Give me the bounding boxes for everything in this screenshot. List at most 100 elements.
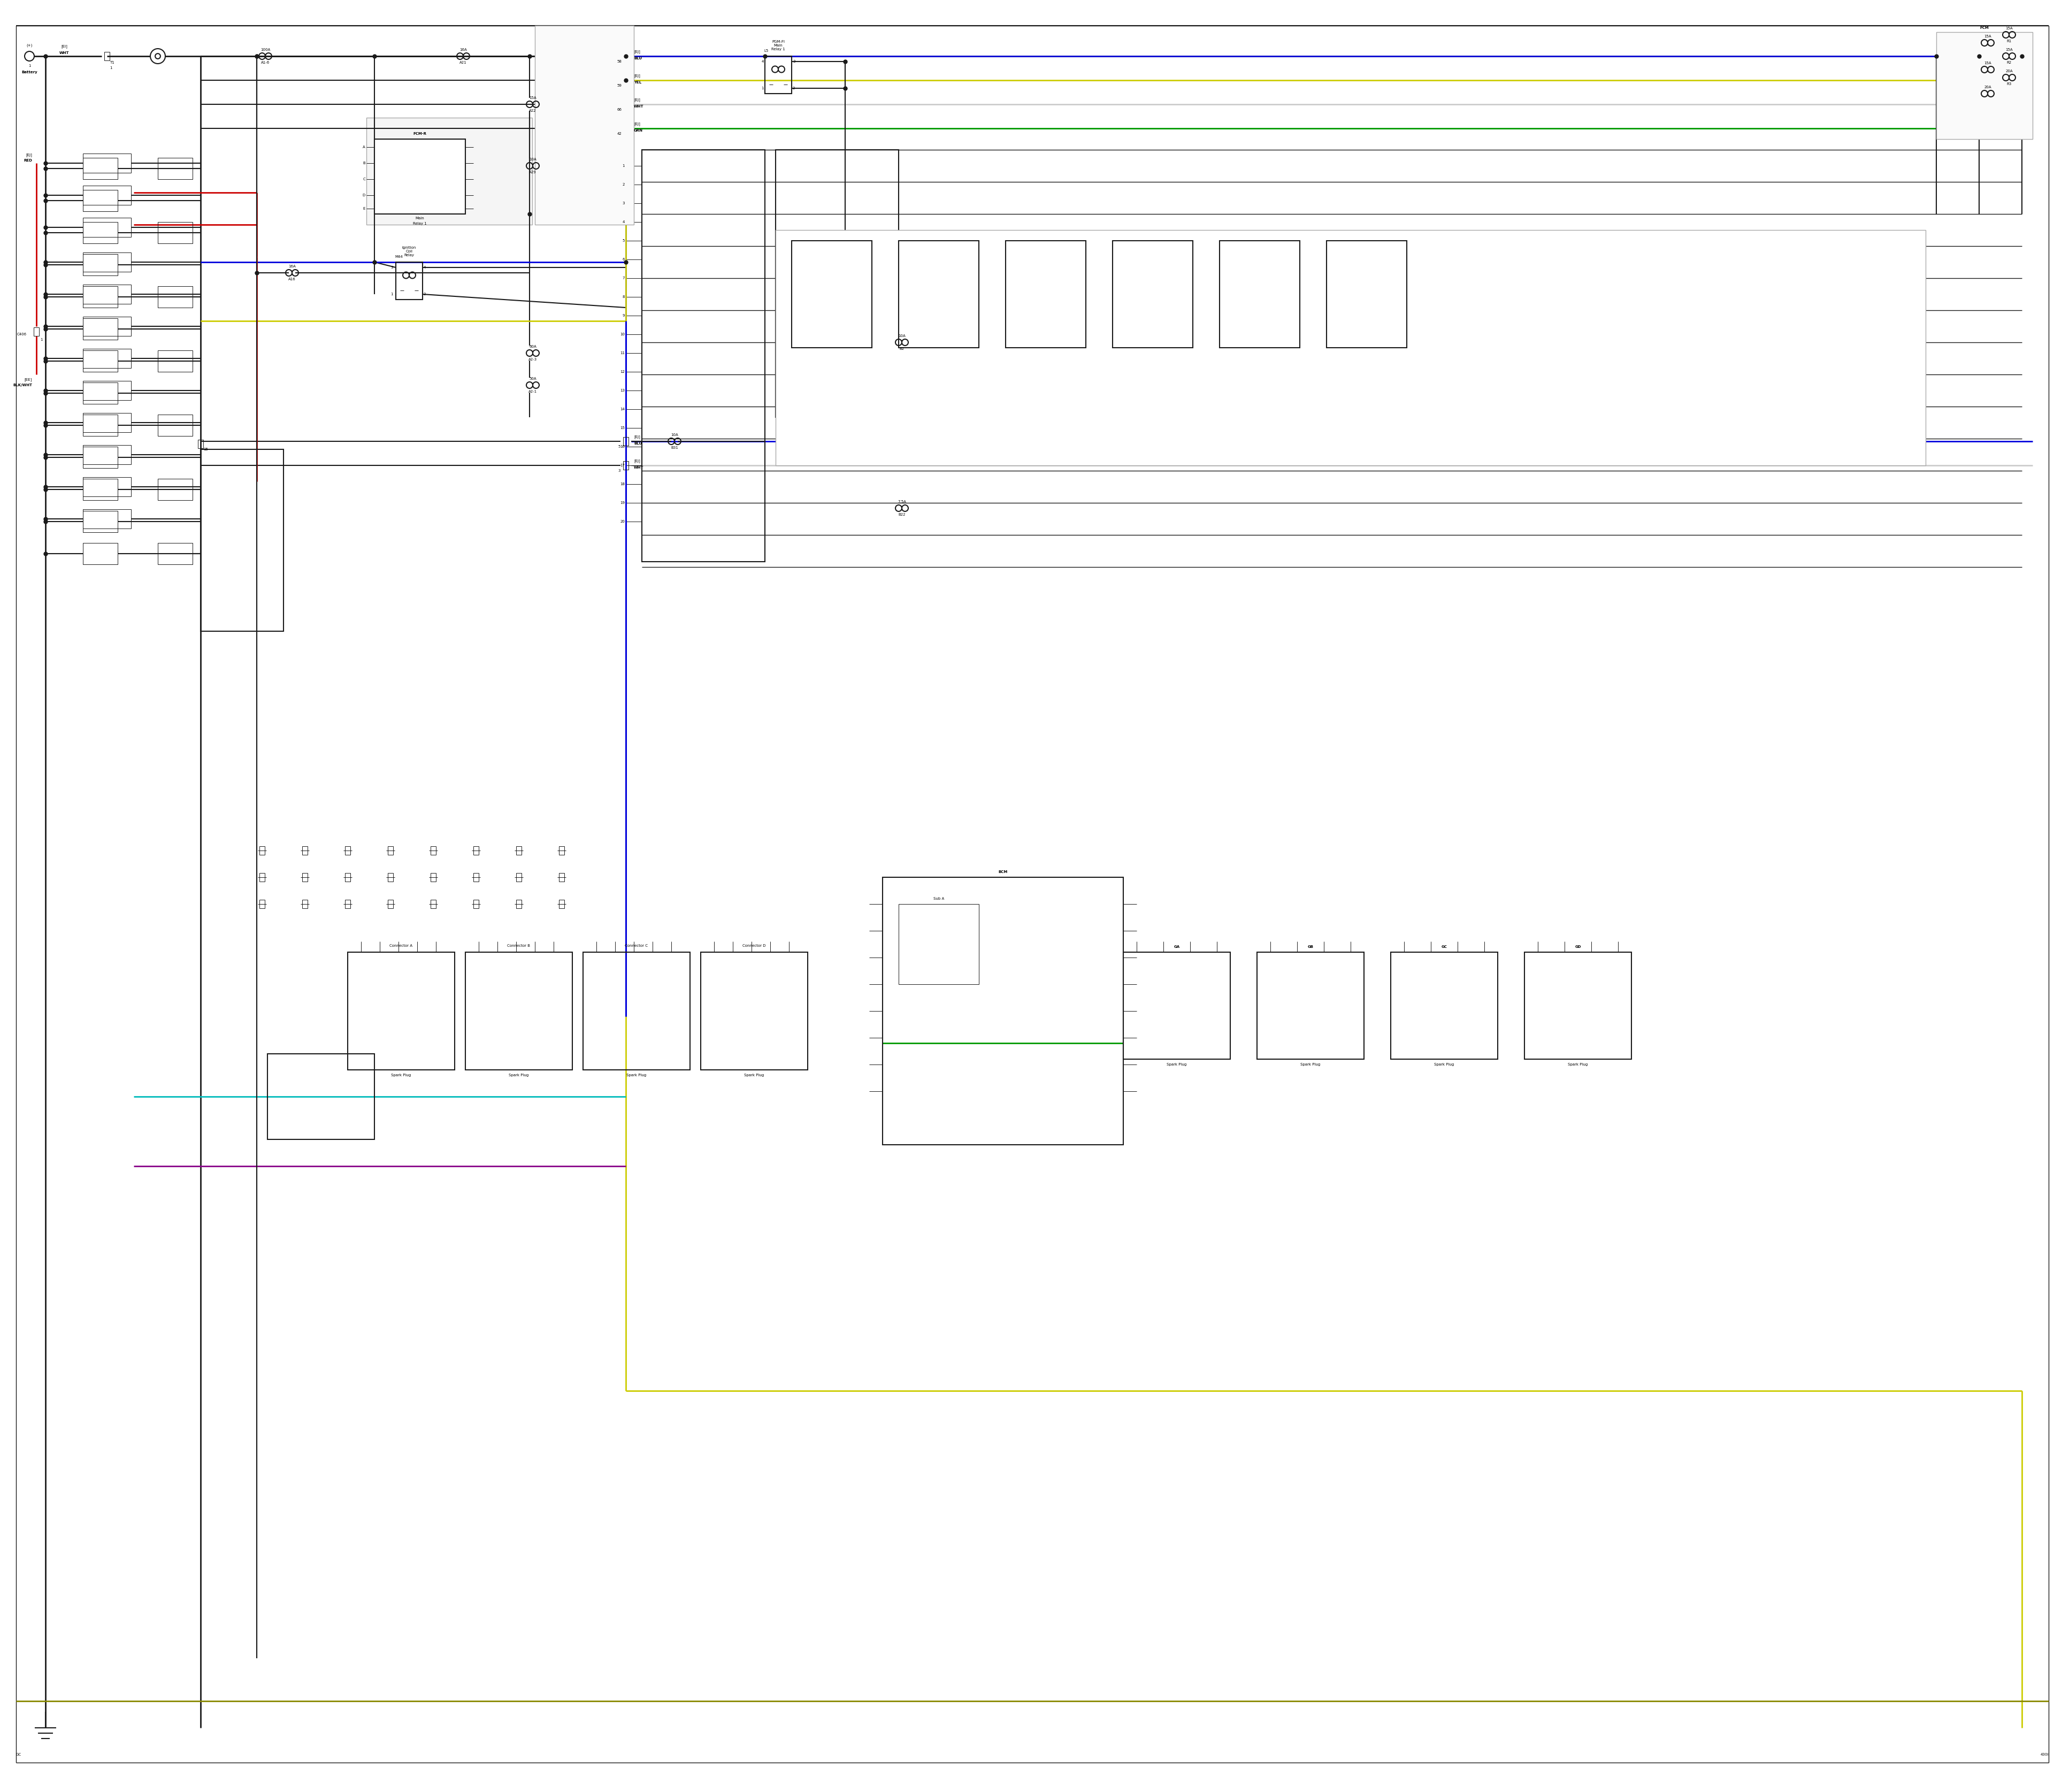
Text: 17: 17: [620, 464, 624, 468]
Text: B31: B31: [672, 446, 678, 450]
Text: C406: C406: [16, 333, 27, 335]
Text: [EJ]: [EJ]: [635, 99, 641, 102]
Bar: [259, 846, 265, 855]
Text: 18: 18: [620, 482, 624, 486]
Text: Spark Plug: Spark Plug: [1434, 1063, 1454, 1066]
Bar: [33, 328, 39, 335]
Bar: [82, 543, 117, 564]
Bar: [82, 222, 117, 244]
Text: 15: 15: [203, 448, 207, 452]
Text: L5: L5: [764, 48, 768, 52]
Text: C: C: [364, 177, 366, 181]
Bar: [82, 190, 117, 211]
Text: YEL: YEL: [635, 81, 641, 84]
Text: 430i: 430i: [2040, 1753, 2048, 1756]
Bar: [82, 414, 117, 435]
Text: A2-3: A2-3: [528, 358, 536, 360]
Text: Sub A: Sub A: [933, 898, 945, 900]
Bar: [105, 52, 109, 61]
Text: BLU: BLU: [635, 57, 641, 59]
Bar: [82, 253, 131, 272]
Text: GB: GB: [1308, 944, 1313, 948]
Text: 15A: 15A: [1984, 34, 1990, 38]
Text: T1: T1: [109, 61, 115, 65]
Text: BCM: BCM: [998, 871, 1009, 873]
Bar: [82, 351, 117, 371]
Text: Spark Plug: Spark Plug: [1300, 1063, 1321, 1066]
Bar: [388, 846, 392, 855]
Text: 15A: 15A: [2005, 48, 2013, 52]
Bar: [82, 158, 117, 179]
Bar: [431, 846, 435, 855]
Bar: [1257, 952, 1364, 1059]
Bar: [1524, 952, 1631, 1059]
Text: [EJ]: [EJ]: [635, 459, 641, 462]
Text: 10A: 10A: [672, 434, 678, 437]
Bar: [82, 478, 117, 500]
Bar: [302, 846, 308, 855]
Text: 20A: 20A: [2005, 70, 2013, 73]
Text: 15: 15: [620, 426, 624, 430]
Bar: [583, 952, 690, 1070]
Text: 60A: 60A: [530, 346, 536, 348]
Bar: [516, 846, 522, 855]
Bar: [158, 158, 193, 179]
Text: 4: 4: [423, 265, 425, 269]
Bar: [1327, 240, 1407, 348]
Bar: [431, 900, 435, 909]
Text: 1: 1: [29, 65, 31, 68]
Text: R1: R1: [2007, 39, 2011, 43]
Bar: [622, 461, 629, 470]
Bar: [302, 900, 308, 909]
Text: (+): (+): [27, 43, 33, 47]
Text: Spark Plug: Spark Plug: [390, 1073, 411, 1077]
Text: M44: M44: [394, 254, 403, 258]
Text: 8: 8: [622, 296, 624, 299]
Text: 1: 1: [622, 165, 624, 167]
Bar: [472, 900, 479, 909]
Text: A29: A29: [530, 170, 536, 174]
Text: 100A: 100A: [261, 48, 271, 52]
Text: 2: 2: [793, 86, 795, 90]
Text: RED: RED: [23, 159, 33, 161]
Text: 50A: 50A: [530, 376, 536, 380]
Text: 19: 19: [620, 502, 624, 504]
Text: Connector B: Connector B: [507, 944, 530, 948]
Bar: [622, 124, 629, 133]
Bar: [388, 873, 392, 882]
Text: GRN: GRN: [635, 129, 643, 133]
Text: A: A: [364, 145, 366, 149]
Text: BLK/WHT: BLK/WHT: [12, 383, 33, 387]
Bar: [622, 52, 629, 61]
Text: GC: GC: [1442, 944, 1448, 948]
Bar: [82, 287, 117, 308]
Text: 58: 58: [616, 59, 622, 63]
Text: WHT: WHT: [635, 106, 643, 108]
Text: D: D: [362, 194, 366, 197]
Text: PGM-FI
Main
Relay 1: PGM-FI Main Relay 1: [772, 39, 785, 50]
Bar: [472, 873, 479, 882]
Text: [EJ]: [EJ]: [635, 435, 641, 439]
Bar: [1937, 32, 2033, 140]
Text: A2-1: A2-1: [528, 391, 536, 392]
Bar: [347, 952, 454, 1070]
Bar: [82, 285, 131, 305]
Text: 1: 1: [109, 66, 113, 70]
Bar: [466, 952, 573, 1070]
Bar: [516, 873, 522, 882]
Text: [EJ]: [EJ]: [635, 50, 641, 54]
Bar: [82, 349, 131, 367]
Bar: [158, 287, 193, 308]
Text: 20A: 20A: [1984, 86, 1990, 90]
Text: 42: 42: [616, 133, 622, 136]
Bar: [259, 873, 265, 882]
Bar: [559, 873, 565, 882]
Bar: [431, 873, 435, 882]
Text: 15A: 15A: [1984, 61, 1990, 65]
Bar: [158, 222, 193, 244]
Text: 3: 3: [622, 202, 624, 204]
Text: BLU: BLU: [635, 443, 641, 444]
Bar: [374, 140, 466, 213]
Bar: [345, 873, 351, 882]
Text: FCM: FCM: [1980, 27, 1988, 29]
